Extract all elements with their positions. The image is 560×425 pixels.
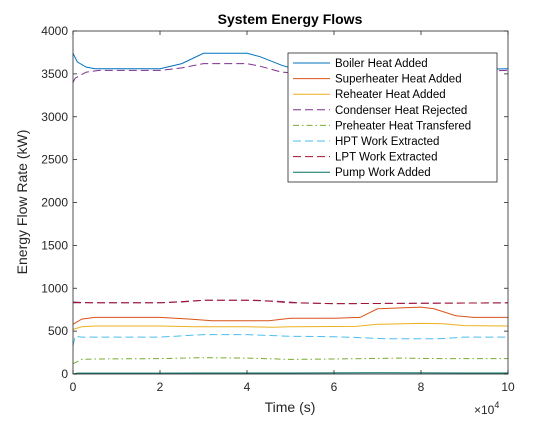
legend-label: Condenser Heat Rejected: [335, 105, 467, 117]
legend-label: Pump Work Added: [335, 167, 431, 179]
series-line-5: [72, 334, 508, 346]
y-tick-label: 3000: [41, 110, 68, 124]
series-line-2: [72, 322, 509, 330]
x-tick-label: 4: [244, 380, 251, 394]
legend-label: LPT Work Extracted: [335, 152, 437, 164]
x-tick-label: 10: [501, 380, 515, 394]
legend-label: Preheater Heat Transfered: [335, 120, 471, 132]
x-tick-label: 8: [418, 380, 425, 394]
y-tick-label: 2000: [41, 196, 68, 210]
series-line-4: [72, 357, 508, 365]
legend-label: Reheater Heat Added: [335, 89, 446, 101]
legend: Boiler Heat Added Superheater Heat Added R…: [287, 52, 498, 183]
series-layer: [72, 52, 509, 375]
legend-box: [287, 52, 498, 183]
x-axis-label: Time (s): [265, 399, 316, 415]
y-axis-label: Energy Flow Rate (kW): [14, 130, 30, 275]
x-tick-label: 0: [70, 380, 77, 394]
chart-title: System Energy Flows: [218, 11, 363, 27]
legend-entries: Boiler Heat Added Superheater Heat Added R…: [293, 58, 471, 179]
series-line-6: [73, 299, 509, 305]
series-line-7: [72, 372, 508, 375]
y-tick-label: 2500: [41, 153, 68, 167]
y-tick-label: 1500: [41, 238, 68, 252]
ticks-layer: 0 2 4 6 8 10 0 500 1000 1500 2000 2500 3000 3500 4000: [41, 24, 515, 394]
legend-label: Superheater Heat Added: [335, 74, 462, 86]
legend-label: HPT Work Extracted: [335, 136, 439, 148]
x-tick-label: 2: [157, 380, 164, 394]
y-tick-label: 1000: [41, 281, 68, 295]
x-axis-exponent-base: ×10: [474, 403, 495, 417]
y-tick-label: 4000: [41, 24, 68, 38]
y-tick-label: 3500: [41, 67, 68, 81]
y-tick-label: 500: [48, 324, 68, 338]
x-axis-exponent-power: 4: [494, 400, 499, 410]
x-axis-exponent: ×104: [474, 400, 499, 417]
legend-label: Boiler Heat Added: [335, 58, 428, 70]
x-tick-label: 6: [331, 380, 338, 394]
series-line-1: [72, 306, 508, 325]
y-tick-label: 0: [61, 367, 68, 381]
